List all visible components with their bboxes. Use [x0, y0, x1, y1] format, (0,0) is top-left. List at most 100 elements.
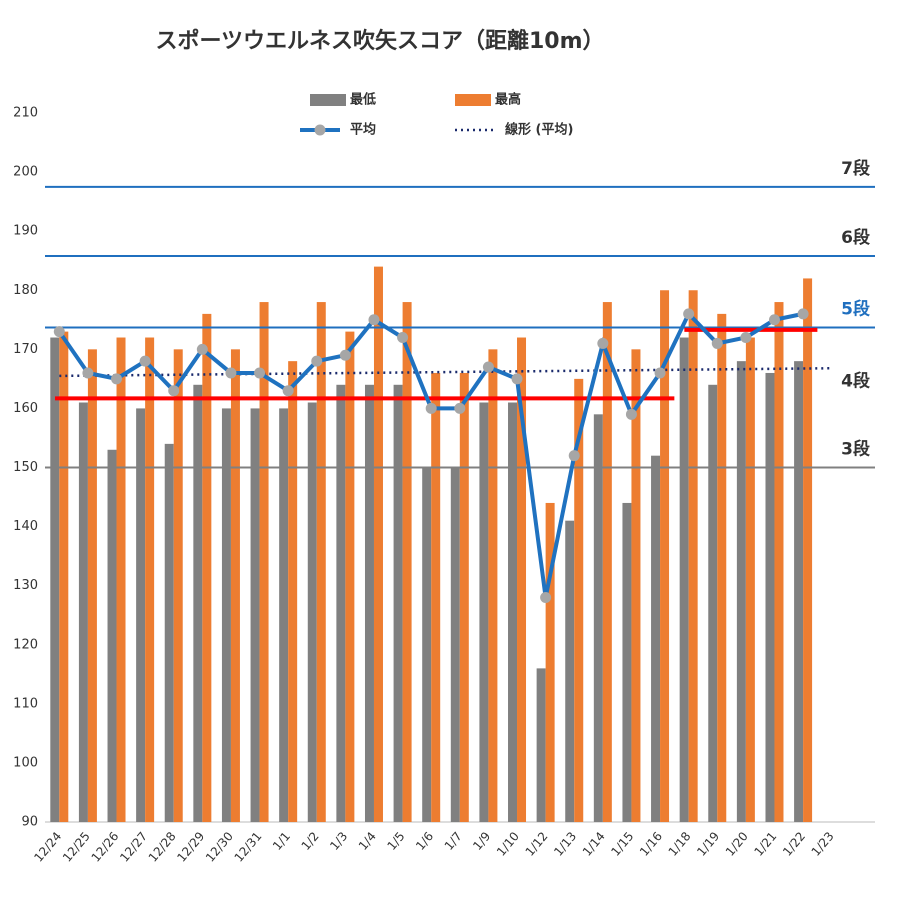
x-tick-label: 12/27 [117, 829, 150, 864]
bar [336, 384, 346, 822]
y-tick-label: 160 [13, 401, 38, 416]
average-marker [282, 385, 294, 397]
x-tick-label: 12/28 [146, 829, 179, 864]
legend-swatch [310, 94, 346, 106]
bar [288, 361, 298, 822]
x-tick-label: 1/12 [523, 829, 551, 859]
bar [136, 408, 146, 822]
average-marker [82, 367, 94, 379]
bar [517, 337, 527, 822]
average-marker [311, 355, 323, 367]
average-marker [625, 408, 637, 420]
average-marker [482, 361, 494, 373]
bar [736, 361, 746, 822]
bar [78, 402, 88, 822]
bar [794, 361, 804, 822]
bar [250, 408, 260, 822]
bar [459, 372, 469, 822]
average-marker [511, 373, 523, 385]
x-tick-label: 1/13 [551, 829, 579, 859]
bar [660, 290, 670, 822]
x-tick-label: 12/29 [174, 829, 207, 864]
bar [450, 467, 460, 822]
average-marker [111, 373, 123, 385]
reference-label: 7段 [841, 158, 870, 179]
bar [173, 349, 183, 822]
reference-label: 3段 [841, 439, 870, 460]
x-tick-label: 1/21 [751, 829, 779, 859]
x-tick-label: 1/14 [580, 829, 608, 859]
x-tick-label: 12/24 [31, 829, 64, 864]
x-tick-label: 1/15 [608, 829, 636, 859]
bar [145, 337, 155, 822]
bar [422, 467, 432, 822]
x-tick-label: 1/23 [809, 829, 837, 859]
x-tick-label: 1/7 [442, 829, 465, 853]
average-marker [368, 314, 380, 326]
y-tick-label: 100 [13, 755, 38, 770]
bar [221, 408, 231, 822]
bar [745, 337, 755, 822]
legend-label: 最低 [350, 92, 376, 108]
x-tick-label: 1/16 [637, 829, 665, 859]
bar [116, 337, 126, 822]
x-tick-label: 12/30 [203, 829, 236, 864]
x-tick-label: 12/31 [232, 829, 265, 864]
bar [688, 290, 698, 822]
bar [574, 378, 584, 822]
x-tick-label: 1/18 [666, 829, 694, 859]
x-tick-label: 12/26 [89, 829, 122, 864]
average-marker [225, 367, 237, 379]
average-marker [397, 332, 409, 344]
bar [565, 520, 575, 822]
bar [164, 443, 174, 822]
bar [717, 313, 727, 822]
average-marker [540, 591, 552, 603]
x-tick-label: 1/9 [470, 829, 493, 853]
bar [50, 337, 60, 822]
y-tick-label: 120 [13, 637, 38, 652]
chart-title: スポーツウエルネス吹矢スコア（距離10m） [155, 28, 604, 54]
bar [230, 349, 240, 822]
y-tick-label: 210 [13, 106, 38, 121]
bar [202, 313, 212, 822]
average-marker [254, 367, 266, 379]
reference-label: 4段 [841, 371, 870, 392]
reference-label: 5段 [841, 298, 870, 319]
legend-label: 平均 [350, 122, 376, 138]
reference-label: 6段 [841, 227, 870, 248]
average-marker [454, 402, 466, 414]
bar [259, 302, 269, 823]
average-marker [425, 402, 437, 414]
bar [393, 384, 403, 822]
trend-line [59, 366, 832, 378]
average-marker [740, 332, 752, 344]
y-tick-label: 110 [13, 696, 38, 711]
y-tick-label: 130 [13, 578, 38, 593]
bar [373, 266, 383, 822]
bar [193, 384, 203, 822]
bar [364, 384, 374, 822]
bar [765, 372, 775, 822]
bar [316, 302, 326, 823]
average-marker [196, 343, 208, 355]
average-marker [53, 326, 65, 338]
x-tick-label: 1/5 [384, 829, 407, 853]
bar [631, 349, 641, 822]
average-marker [339, 349, 351, 361]
x-tick-label: 1/10 [494, 829, 522, 859]
average-marker [139, 355, 151, 367]
x-tick-label: 1/3 [327, 829, 350, 853]
x-tick-label: 1/6 [413, 829, 436, 853]
bar [87, 349, 97, 822]
x-tick-label: 1/19 [694, 829, 722, 859]
y-tick-label: 150 [13, 460, 38, 475]
legend-swatch [455, 94, 491, 106]
bar [508, 402, 518, 822]
bar [402, 302, 412, 823]
y-tick-label: 170 [13, 342, 38, 357]
x-tick-label: 1/1 [270, 829, 293, 853]
x-tick-label: 1/4 [356, 829, 379, 853]
bar [593, 414, 603, 822]
